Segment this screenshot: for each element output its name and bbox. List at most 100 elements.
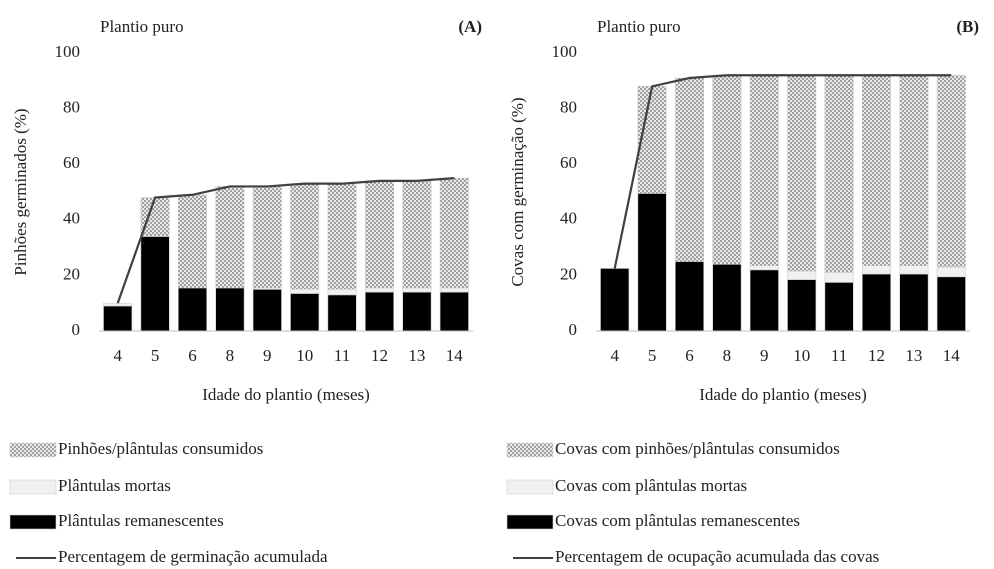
bar-segment: [103, 305, 133, 332]
legend-label: Plântulas remanescentes: [58, 511, 224, 530]
y-tick-label: 20: [63, 264, 80, 283]
bar-segment: [637, 193, 667, 332]
legend-swatch: [9, 514, 57, 530]
bar-segment: [674, 77, 705, 262]
bar-segment: [861, 74, 892, 266]
bar-segment: [637, 86, 667, 194]
bar-segment: [402, 180, 432, 289]
bar-segment: [327, 294, 357, 332]
x-tick-label: 12: [868, 346, 885, 365]
line-series: [613, 74, 952, 269]
bar-segment: [177, 194, 208, 289]
bar-segment: [787, 74, 817, 272]
bar-segment: [439, 177, 469, 289]
y-axis-label: Covas com germinação (%): [508, 97, 527, 286]
x-tick-label: 13: [905, 346, 922, 365]
y-tick-label: 100: [552, 42, 578, 61]
bar-segment: [824, 272, 854, 283]
panel-label: (B): [956, 17, 979, 36]
y-tick-label: 0: [72, 320, 81, 339]
y-axis-label: Pinhões germinados (%): [11, 108, 30, 275]
x-tick-label: 4: [113, 346, 122, 365]
line-series: [116, 177, 455, 304]
x-tick-label: 14: [943, 346, 961, 365]
bar-segment: [402, 287, 432, 293]
y-tick-label: 0: [569, 320, 578, 339]
legend-label: Plântulas mortas: [58, 476, 171, 495]
bar-segment: [861, 265, 892, 275]
bar-segment: [674, 261, 705, 332]
y-tick-label: 20: [560, 264, 577, 283]
y-tick-label: 60: [63, 153, 80, 172]
bar-segment: [327, 183, 357, 290]
legend-swatch: [9, 442, 57, 458]
bar-segment: [402, 291, 432, 332]
bar-segment: [439, 287, 469, 293]
y-tick-label: 40: [560, 209, 577, 228]
bar-segment: [936, 74, 966, 268]
bar-segment: [600, 268, 630, 332]
legend-label: Covas com pinhões/plântulas consumidos: [555, 439, 840, 458]
x-tick-label: 12: [371, 346, 388, 365]
bar-segment: [936, 276, 966, 332]
bar-segment: [140, 197, 170, 237]
bar-segment: [861, 273, 892, 332]
bar-segment: [899, 273, 929, 332]
x-tick-label: 9: [263, 346, 272, 365]
x-tick-label: 8: [226, 346, 235, 365]
bar-segment: [177, 287, 208, 332]
bar-segment: [749, 269, 779, 332]
y-tick-label: 60: [560, 153, 577, 172]
bar-segment: [215, 186, 245, 289]
legend-label: Percentagem de ocupação acumulada das co…: [555, 547, 879, 566]
panel-label: (A): [458, 17, 482, 36]
bar-segment: [899, 265, 929, 275]
bar-segment: [749, 74, 779, 266]
legend-swatch: [506, 442, 554, 458]
bar-segment: [252, 288, 282, 332]
x-tick-label: 6: [685, 346, 694, 365]
bar-segment: [290, 288, 320, 294]
bar-segment: [290, 293, 320, 332]
x-tick-label: 4: [610, 346, 619, 365]
legend-swatch: [9, 479, 57, 495]
bar-segment: [215, 287, 245, 332]
y-tick-label: 80: [63, 98, 80, 117]
bar-segment: [749, 265, 779, 271]
chart-title: Plantio puro: [597, 17, 681, 36]
bar-segment: [103, 302, 133, 307]
bar-segment: [936, 266, 966, 278]
bar-segment: [824, 282, 854, 332]
x-tick-label: 6: [188, 346, 197, 365]
y-tick-label: 40: [63, 209, 80, 228]
bar-segment: [364, 291, 395, 332]
bar-segment: [364, 287, 395, 293]
x-tick-label: 11: [334, 346, 350, 365]
legend-label: Covas com plântulas remanescentes: [555, 511, 800, 530]
bar-segment: [712, 74, 742, 265]
bar-segment: [787, 279, 817, 332]
y-tick-label: 100: [55, 42, 81, 61]
legend-label: Percentagem de germinação acumulada: [58, 547, 328, 566]
x-tick-label: 8: [723, 346, 732, 365]
bar-segment: [290, 183, 320, 290]
chart-title: Plantio puro: [100, 17, 184, 36]
x-tick-label: 5: [648, 346, 657, 365]
x-tick-label: 10: [793, 346, 810, 365]
y-tick-label: 80: [560, 98, 577, 117]
legend-label: Pinhões/plântulas consumidos: [58, 439, 263, 458]
bar-segment: [824, 74, 854, 273]
x-tick-label: 10: [296, 346, 313, 365]
x-tick-label: 11: [831, 346, 847, 365]
bar-segment: [439, 291, 469, 332]
x-axis-label: Idade do plantio (meses): [202, 385, 370, 404]
bar-segment: [787, 270, 817, 280]
x-axis-label: Idade do plantio (meses): [699, 385, 867, 404]
x-tick-label: 5: [151, 346, 160, 365]
x-tick-label: 14: [446, 346, 464, 365]
x-tick-label: 9: [760, 346, 769, 365]
bar-segment: [140, 236, 170, 332]
legend-swatch: [506, 479, 554, 495]
x-tick-label: 13: [408, 346, 425, 365]
